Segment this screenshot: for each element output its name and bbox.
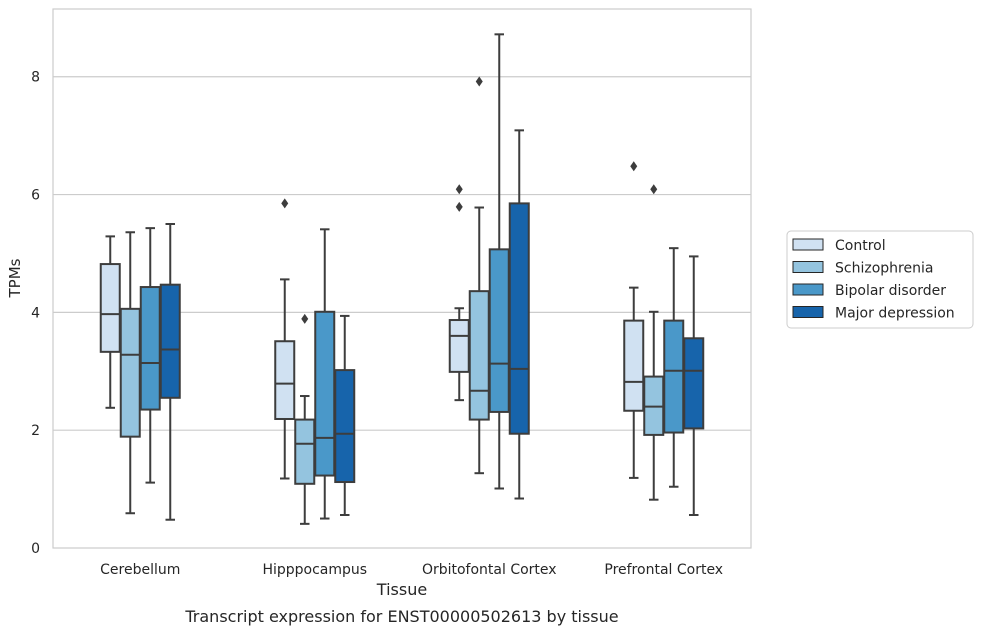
box-bipolar-disorder <box>139 227 161 484</box>
box-bipolar-disorder <box>314 228 336 520</box>
box-control <box>623 161 645 479</box>
legend-label: Bipolar disorder <box>835 283 946 299</box>
legend-label: Schizophrenia <box>835 261 933 277</box>
legend: Control Schizophrenia Bipolar disorder Majo… <box>786 230 974 329</box>
iqr-box <box>334 369 356 484</box>
legend-swatch <box>792 238 824 251</box>
chart-caption: Transcript expression for ENST0000050261… <box>184 607 618 626</box>
box-schizophrenia <box>119 231 141 515</box>
legend-label: Major depression <box>835 306 955 322</box>
x-tick-label: Cerebellum <box>100 562 180 578</box>
iqr-box <box>294 418 316 485</box>
outlier-point <box>455 184 463 195</box>
iqr-box <box>488 248 510 413</box>
iqr-box <box>508 202 530 435</box>
iqr-box <box>119 307 141 438</box>
x-tick-label: Prefrontal Cortex <box>604 562 723 578</box>
y-tick-label: 6 <box>31 188 40 204</box>
outlier-point <box>630 161 638 172</box>
iqr-box <box>623 319 645 412</box>
y-tick-label: 0 <box>31 541 40 557</box>
iqr-box <box>683 337 705 430</box>
y-tick-label: 2 <box>31 423 40 439</box>
iqr-box <box>468 290 490 421</box>
box-schizophrenia <box>468 76 490 475</box>
outlier-point <box>475 76 483 87</box>
x-axis-label: Tissue <box>376 580 427 599</box>
y-axis-label: TPMs <box>6 258 24 298</box>
iqr-box <box>448 319 470 373</box>
legend-swatch <box>792 261 824 273</box>
outlier-point <box>281 198 289 209</box>
legend-frame <box>786 230 974 329</box>
iqr-box <box>139 286 161 411</box>
box-schizophrenia <box>294 313 316 525</box>
iqr-box <box>159 283 181 399</box>
iqr-box <box>663 319 685 434</box>
legend-label: Control <box>835 238 886 254</box>
iqr-box <box>99 263 121 353</box>
outlier-point <box>455 201 463 212</box>
box-major-depression <box>334 314 356 517</box>
outlier-point <box>301 313 309 324</box>
iqr-box <box>314 310 336 477</box>
box-control <box>448 184 470 402</box>
box-bipolar-disorder <box>488 33 510 490</box>
x-tick-label: Hipppocampus <box>262 562 367 578</box>
box-major-depression <box>683 255 705 517</box>
legend-swatch <box>792 283 824 296</box>
box-major-depression <box>159 223 181 521</box>
box-control <box>274 198 296 480</box>
box-schizophrenia <box>643 184 665 501</box>
box-major-depression <box>508 129 530 500</box>
plot-frame <box>52 8 752 549</box>
y-tick-label: 8 <box>31 70 40 86</box>
iqr-box <box>274 340 296 420</box>
box-bipolar-disorder <box>663 247 685 488</box>
x-tick-label: Orbitofontal Cortex <box>422 562 557 578</box>
box-control <box>99 235 121 409</box>
legend-swatch <box>792 306 824 318</box>
outlier-point <box>650 184 658 195</box>
y-tick-label: 4 <box>31 305 40 321</box>
